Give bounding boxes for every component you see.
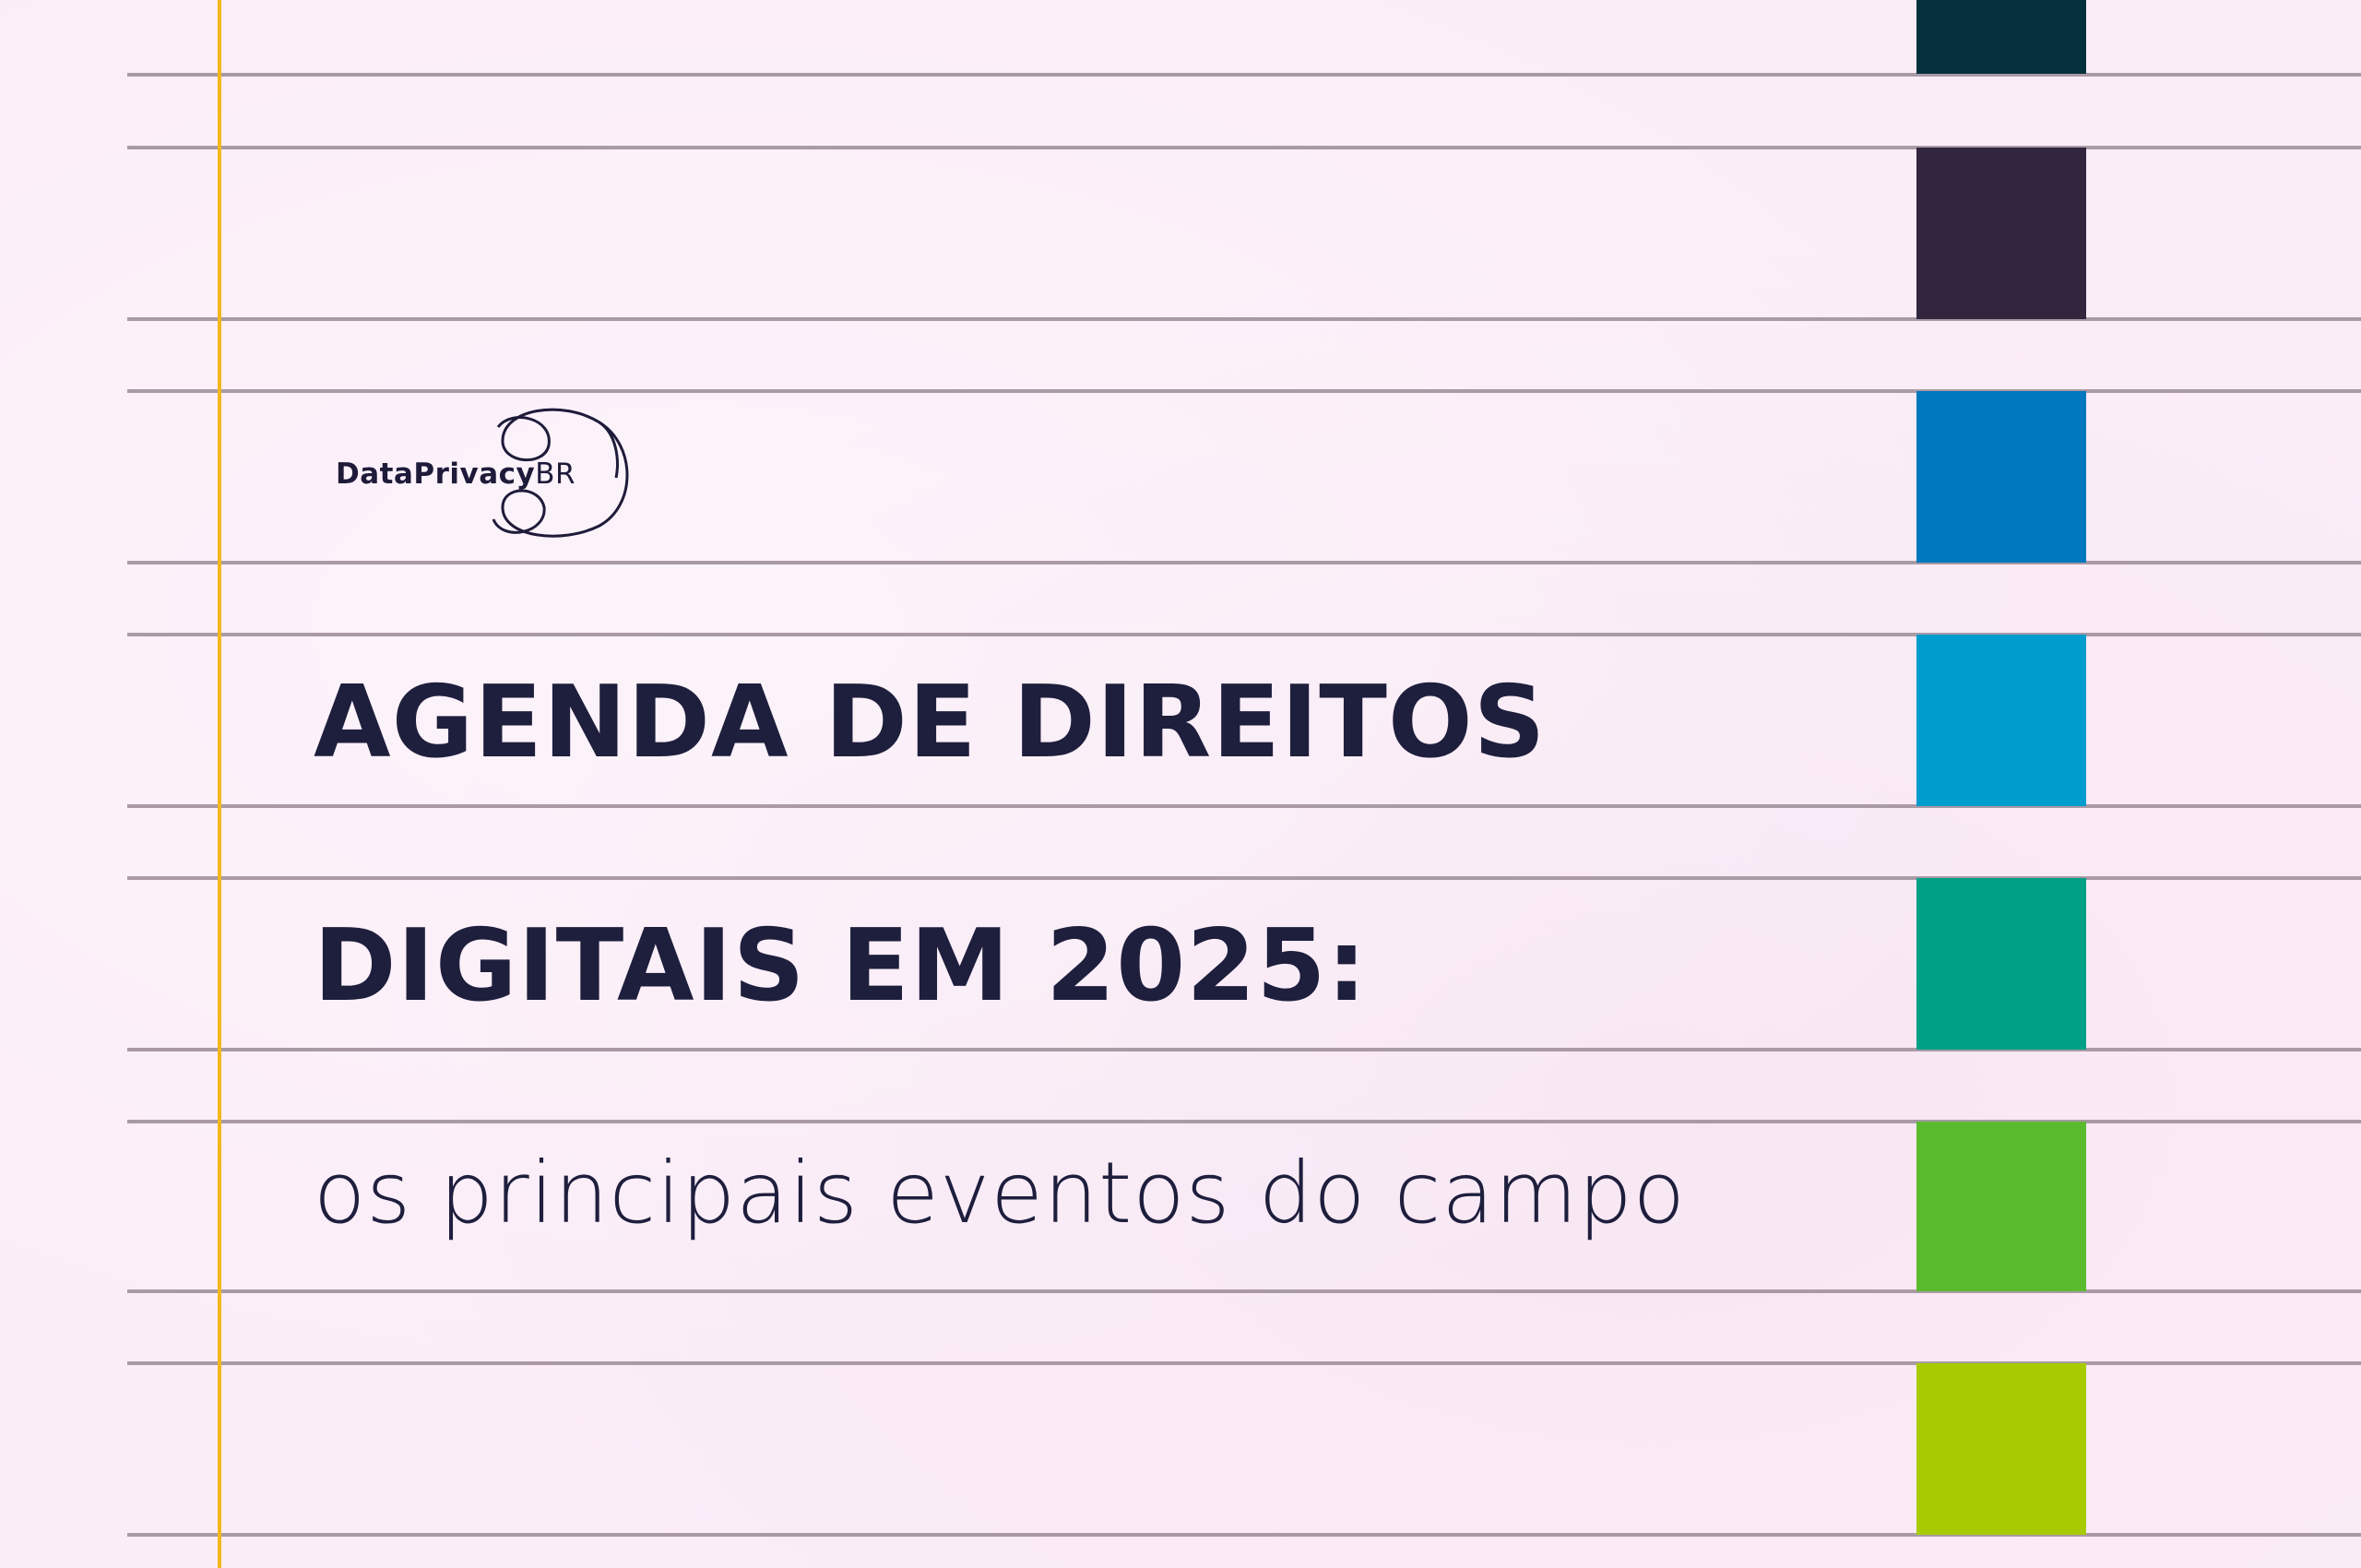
ruled-line [127, 561, 2361, 564]
subtitle: os principais eventos do campo [314, 1144, 1686, 1242]
ruled-line [127, 389, 2361, 393]
dataprivacybr-logo: DataPrivacyBR [323, 404, 664, 542]
ruled-line [127, 633, 2361, 636]
ruled-line [127, 317, 2361, 321]
ruled-line [127, 1533, 2361, 1537]
color-swatch-cyan [1916, 635, 2086, 806]
ruled-line [127, 146, 2361, 149]
margin-line [218, 0, 221, 1568]
color-swatch-blue [1916, 391, 2086, 563]
ruled-line [127, 876, 2361, 880]
ruled-line [127, 1289, 2361, 1293]
logo-wordmark: DataPrivacyBR [336, 457, 575, 491]
color-swatch-teal [1916, 878, 2086, 1050]
color-swatch-dark-purple [1916, 148, 2086, 319]
color-swatch-dark-teal [1916, 0, 2086, 74]
logo-name: DataPrivacy [336, 457, 536, 491]
ruled-line [127, 1120, 2361, 1123]
color-swatch-green [1916, 1122, 2086, 1291]
headline-line-2: DIGITAIS EM 2025: [314, 909, 1368, 1024]
ruled-line [127, 1361, 2361, 1365]
logo-suffix: BR [535, 457, 576, 491]
ruled-line [127, 73, 2361, 77]
headline-line-1: AGENDA DE DIREITOS [314, 665, 1547, 780]
infinity-loop-icon [492, 408, 629, 538]
ruled-line [127, 1048, 2361, 1051]
color-swatch-lime [1916, 1363, 2086, 1535]
ruled-line [127, 804, 2361, 808]
